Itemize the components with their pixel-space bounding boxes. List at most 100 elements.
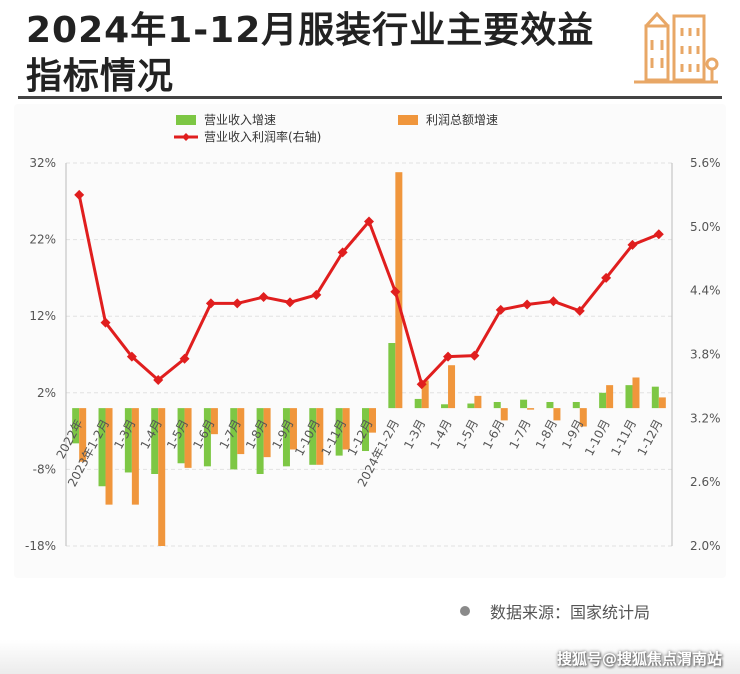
profit-growth-bar [553,408,561,421]
profit-margin-marker [258,292,269,303]
data-source-text: 数据来源：国家统计局 [490,603,651,622]
profit-growth-bar [342,408,350,450]
left-axis-tick-label: 32% [29,156,56,170]
profit-growth-bar [474,395,482,409]
right-axis-tick-label: 3.2% [690,411,721,425]
revenue-growth-bar [493,401,501,409]
profit-growth-bar [395,172,403,409]
chart-area: 32% 22% 12% 2% -8% -18% 5.6% 5.0% 4.4% 3.8% 3.2% 2… [14,104,726,578]
revenue-growth-bar [625,385,633,409]
revenue-growth-bar [572,401,580,409]
profit-growth-bar [158,408,166,546]
bullet-icon [460,606,470,616]
left-axis-tick-label: 2% [37,386,56,400]
right-axis-ticks: 5.6% 5.0% 4.4% 3.8% 3.2% 2.6% 2.0% [690,156,721,553]
revenue-growth-bar [467,403,475,409]
watermark-credit: 搜狐号@搜狐焦点渭南站 [556,650,722,668]
profit-margin-marker [205,298,216,309]
profit-margin-marker [364,216,374,227]
revenue-growth-bar [599,392,607,409]
legend-label: 营业收入利润率(右轴) [204,129,321,144]
profit-margin-marker [653,229,664,240]
profit-margin-marker [495,304,506,315]
left-axis-tick-label: 12% [29,309,56,323]
profit-growth-bar [263,408,271,458]
profit-growth-bar [606,385,614,409]
revenue-growth-bar [98,408,106,487]
legend-label: 利润总额增速 [426,113,498,127]
profit-margin-marker [284,297,295,308]
profit-growth-bar [500,408,508,421]
revenue-growth-bar [441,404,449,409]
revenue-growth-bar [362,408,369,452]
legend-label: 营业收入增速 [204,113,276,127]
profit-margin-marker [601,272,612,283]
revenue-growth-bar [256,408,264,474]
revenue-growth-bar [177,408,185,464]
left-axis-ticks: 32% 22% 12% 2% -8% -18% [25,156,56,553]
right-axis-tick-label: 2.6% [690,475,721,489]
profit-margin-marker [522,299,533,310]
revenue-growth-bar [388,343,396,409]
profit-margin-marker [443,351,454,362]
revenue-growth-bar [520,399,528,409]
right-axis-tick-label: 5.6% [690,156,721,170]
profit-margin-marker [548,296,559,307]
revenue-growth-bar [546,401,554,409]
profit-margin-marker [574,305,585,316]
profit-growth-bar [79,408,87,462]
profit-growth-bar [421,380,429,409]
revenue-growth-bar [282,408,290,467]
profit-margin-marker [311,289,322,300]
left-axis-tick-label: -18% [25,539,56,553]
profit-growth-bar [289,408,297,450]
profit-growth-bar [579,408,587,427]
profit-margin-marker [179,353,190,364]
revenue-growth-bar [72,408,80,444]
legend-swatch [398,115,418,125]
profit-growth-bar [105,408,113,505]
revenue-growth-bar [151,408,159,474]
left-axis-tick-label: -8% [33,462,56,476]
right-axis-tick-label: 2.0% [690,539,721,553]
revenue-growth-bar [414,398,422,409]
legend-swatch [176,115,196,125]
profit-margin-marker [627,239,638,250]
profit-margin-marker [469,350,480,361]
profit-margin-marker [153,375,164,386]
axes [65,163,673,546]
legend-marker [182,133,190,141]
revenue-growth-bar [203,408,211,467]
profit-margin-marker [337,247,348,258]
gridlines [66,162,672,547]
header-divider [18,96,722,99]
profit-growth-bar [184,408,192,468]
profit-growth-bar [316,408,324,465]
chart-panel [14,104,726,578]
profit-margin-marker [100,317,111,328]
data-source: 数据来源：国家统计局 [460,600,650,622]
revenue-growth-bar [309,408,317,465]
line-series [74,189,664,390]
profit-margin-marker [126,351,137,362]
header: 2024年1-12月服装行业主要效益指标情况 [0,0,740,112]
building-icon [634,11,719,84]
profit-growth-bar [210,408,218,435]
revenue-growth-bar [124,408,132,473]
left-axis-tick-label: 22% [29,233,56,247]
right-axis-tick-label: 5.0% [690,220,721,234]
profit-growth-bar [448,365,456,409]
page-title: 2024年1-12月服装行业主要效益指标情况 [26,10,595,97]
right-axis-tick-label: 3.8% [690,348,721,362]
profit-growth-bar [632,377,640,409]
right-axis-tick-label: 4.4% [690,284,721,298]
bar-series [72,172,666,546]
profit-growth-bar [527,408,535,410]
profit-growth-bar [237,408,245,455]
profit-growth-bar [658,397,666,409]
footer-band [0,640,740,674]
profit-margin-marker [74,189,85,200]
profit-margin-marker [390,286,401,297]
profit-margin-marker [232,298,243,309]
